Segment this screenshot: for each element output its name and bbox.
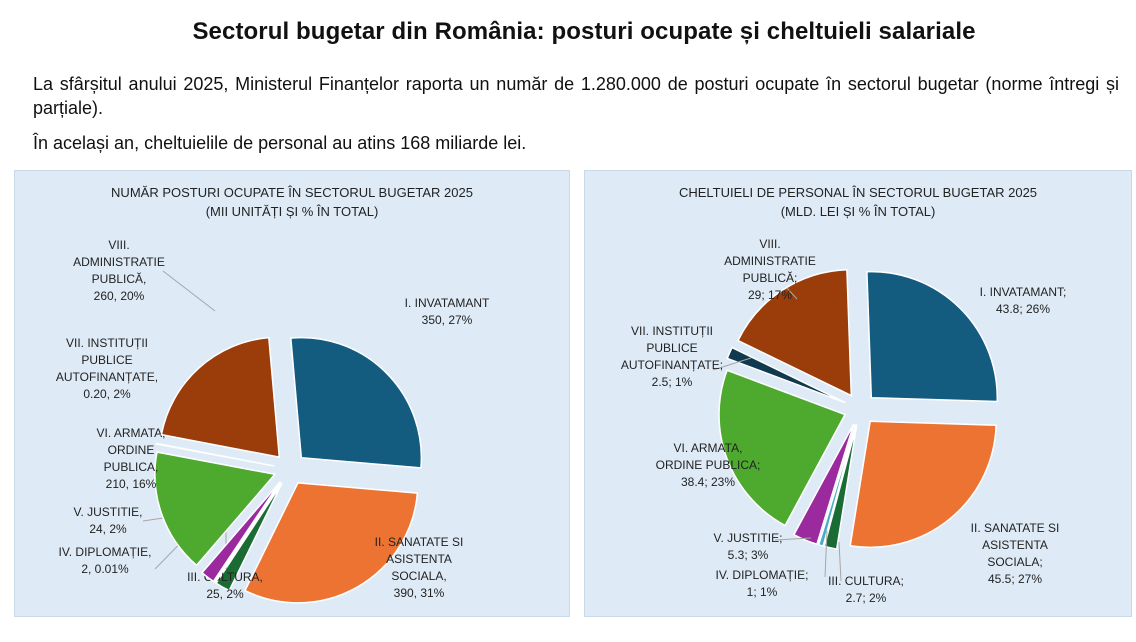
slice-label-vi-armata-ordine-publica: VI. ARMATA, ORDINE PUBLICA; 38.4; 23% xyxy=(656,441,761,489)
employees-pie-chart: I. INVATAMANT 350, 27% II. SANATATE SI ASIS… xyxy=(56,238,490,604)
spending-paragraph: În același an, cheltuielile de personal … xyxy=(33,133,527,153)
page-title: Sectorul bugetar din România: posturi oc… xyxy=(192,18,976,45)
pie-slice-vii-institutii-publice-autofinantate xyxy=(726,346,846,404)
leader-line xyxy=(824,530,828,578)
slice-label-vii-institutii-publice-autofinantate: VII. INSTITUȚII PUBLICE AUTOFINANȚATE; 2.5;… xyxy=(621,324,723,389)
pie-slice-i-invatamant xyxy=(289,336,423,469)
spending-chart-panel: CHELTUIELI DE PERSONAL ÎN SECTORUL BUGET… xyxy=(584,170,1132,617)
spending-chart-title: CHELTUIELI DE PERSONAL ÎN SECTORUL BUGET… xyxy=(585,183,1131,221)
pie-slice-vi-armata-ordine-publica xyxy=(718,369,847,527)
pie-slice-ii-sanatate-si-asistenta-sociala xyxy=(243,482,419,604)
slice-label-v-justitie: V. JUSTITIE; 5.3; 3% xyxy=(714,531,783,562)
pie-slice-i-invatamant xyxy=(866,270,998,403)
chart-title: NUMĂR POSTURI OCUPATE ÎN SECTORUL BUGETA… xyxy=(111,185,473,200)
pie-slice-iii-cultura xyxy=(823,424,858,550)
pie-slice-viii-administratie-publica xyxy=(736,268,853,397)
pie-slice-vii-institutii-publice-autofinantate xyxy=(155,442,275,467)
chart-subtitle: (MLD. LEI ȘI % ÎN TOTAL) xyxy=(780,204,936,219)
pie-slice-iv-diplomatie xyxy=(213,481,282,584)
pie-slice-viii-administratie-publica xyxy=(160,336,281,459)
employees-chart-panel: NUMĂR POSTURI OCUPATE ÎN SECTORUL BUGETA… xyxy=(14,170,570,617)
pie-slice-ii-sanatate-si-asistenta-sociala xyxy=(849,420,997,549)
pie-slice-v-justitie xyxy=(200,481,281,583)
spending-pie-chart: I. INVATAMANT; 43.8; 26% II. SANATATE SI AS… xyxy=(621,237,1067,605)
slice-label-viii-administratie-publica: VIII. ADMINISTRATIE PUBLICĂ, 260, 20% xyxy=(73,238,165,303)
slice-label-vi-armata-ordine-publica: VI. ARMATA, ORDINE PUBLICA, 210, 16% xyxy=(97,426,166,491)
slice-label-ii-sanatate-si-asistenta-sociala: II. SANATATE SI ASISTENTA SOCIALA, 390, 31% xyxy=(375,535,464,600)
chart-subtitle: (MII UNITĂȚI ȘI % ÎN TOTAL) xyxy=(205,204,379,219)
intro-paragraph: La sfârșitul anului 2025, Ministerul Fin… xyxy=(33,74,1119,118)
slice-label-iii-cultura: III. CULTURA; 2.7; 2% xyxy=(828,574,904,605)
slice-label-vii-institutii-publice-autofinantate: VII. INSTITUȚII PUBLICE AUTOFINANȚATE, 0.20… xyxy=(56,336,158,401)
slice-label-v-justitie: V. JUSTITIE, 24, 2% xyxy=(74,505,143,536)
leader-line xyxy=(774,537,812,541)
pie-slice-iii-cultura xyxy=(215,482,283,592)
leader-line xyxy=(838,541,842,582)
pie-slice-iv-diplomatie xyxy=(817,424,857,548)
leader-line xyxy=(162,270,216,312)
leader-line xyxy=(786,287,798,300)
slice-label-ii-sanatate-si-asistenta-sociala: II. SANATATE SI ASISTENTA SOCIALA; 45.5; 27… xyxy=(971,521,1060,586)
leader-line xyxy=(712,357,752,371)
pie-slice-v-justitie xyxy=(792,423,855,546)
slice-label-i-invatamant: I. INVATAMANT 350, 27% xyxy=(405,296,490,327)
slice-label-iv-diplomatie: IV. DIPLOMAȚIE; 1; 1% xyxy=(716,568,809,599)
slice-label-viii-administratie-publica: VIII. ADMINISTRATIE PUBLICĂ; 29; 17% xyxy=(724,237,816,302)
slice-label-iv-diplomatie: IV. DIPLOMAȚIE, 2, 0.01% xyxy=(59,545,152,576)
chart-title: CHELTUIELI DE PERSONAL ÎN SECTORUL BUGET… xyxy=(678,185,1038,200)
pie-slice-vi-armata-ordine-publica xyxy=(154,451,277,567)
slice-label-i-invatamant: I. INVATAMANT; 43.8; 26% xyxy=(980,285,1067,316)
employees-chart-title: NUMĂR POSTURI OCUPATE ÎN SECTORUL BUGETA… xyxy=(15,183,569,221)
